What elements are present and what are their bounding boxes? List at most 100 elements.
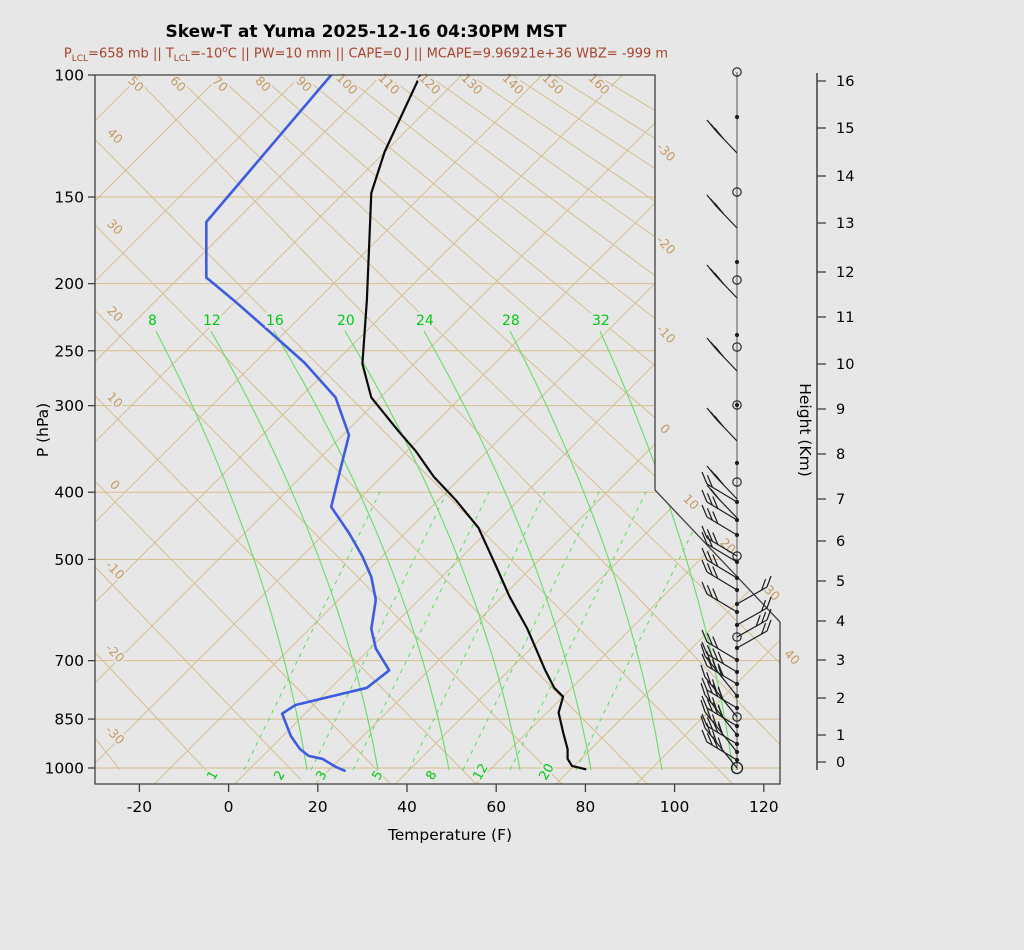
station-circle	[732, 400, 742, 410]
wind-barb	[701, 504, 738, 536]
chart-subtitle: PLCL=658 mb || TLCL=-10oC || PW=10 mm ||…	[64, 45, 668, 64]
station-dot	[734, 723, 740, 729]
station-dot	[734, 741, 740, 747]
svg-text:8: 8	[148, 313, 157, 329]
svg-text:100: 100	[333, 70, 361, 98]
wind-barb	[701, 559, 738, 591]
subtitle-part: LCL	[173, 53, 191, 64]
svg-text:20: 20	[536, 761, 557, 783]
station-dot	[734, 693, 740, 699]
svg-text:28: 28	[502, 313, 520, 329]
moist-adiabat-labels: 8 12 16 20 24 28 32	[146, 311, 613, 332]
wind-barb	[736, 575, 772, 605]
station-dot	[734, 732, 740, 738]
station-circle	[732, 275, 742, 285]
svg-text:-20: -20	[103, 640, 128, 665]
svg-text:Height (Km): Height (Km)	[796, 383, 814, 477]
station-dot	[734, 402, 740, 408]
station-dot	[734, 575, 740, 581]
svg-text:850: 850	[54, 711, 84, 729]
svg-text:160: 160	[585, 70, 613, 98]
svg-text:1: 1	[836, 728, 845, 744]
station-circle	[732, 187, 742, 197]
svg-text:10: 10	[680, 491, 702, 513]
svg-text:5: 5	[836, 574, 845, 590]
temperature-axis: -20 0 20 40 60 80 100 120 Temperature (F)	[127, 784, 779, 844]
mixing-ratio-labels: 1 2 3 5 8 12 20	[202, 759, 559, 785]
subtitle-part: =658 mb || T	[88, 46, 174, 62]
svg-text:40: 40	[104, 125, 126, 147]
wind-barb	[736, 608, 772, 638]
wind-barb	[706, 337, 738, 372]
svg-text:20: 20	[104, 303, 126, 325]
wind-barb	[706, 407, 738, 442]
svg-text:1: 1	[204, 768, 221, 783]
wind-barb	[700, 715, 738, 769]
wind-barb	[701, 489, 738, 521]
svg-text:-30: -30	[654, 139, 679, 164]
wind-barbs	[700, 67, 772, 775]
wind-barb	[736, 619, 772, 649]
station-dot	[734, 669, 740, 675]
svg-text:700: 700	[54, 652, 84, 670]
svg-text:1000: 1000	[45, 760, 84, 778]
svg-text:40: 40	[781, 646, 803, 668]
subtitle-part: P	[63, 46, 72, 62]
plot-area	[95, 75, 780, 784]
station-dot	[734, 749, 740, 755]
svg-text:120: 120	[416, 70, 444, 98]
svg-text:40: 40	[397, 798, 417, 816]
svg-text:0: 0	[107, 477, 123, 493]
svg-text:2: 2	[271, 768, 288, 783]
svg-text:140: 140	[499, 70, 527, 98]
svg-text:13: 13	[836, 216, 854, 232]
station-dot	[734, 601, 740, 607]
svg-text:2: 2	[836, 691, 845, 707]
wind-barb	[700, 664, 738, 718]
station-dot	[734, 332, 740, 338]
station-dot	[734, 559, 740, 565]
svg-text:-20: -20	[654, 232, 679, 257]
wind-barb	[736, 596, 772, 626]
station-dot	[734, 681, 740, 687]
wind-barb	[706, 194, 738, 229]
svg-text:6: 6	[836, 534, 845, 550]
svg-text:3: 3	[836, 653, 845, 669]
svg-text:-20: -20	[127, 798, 152, 816]
svg-text:250: 250	[54, 342, 84, 360]
wind-barb	[706, 484, 738, 519]
subtitle-part: o	[222, 45, 228, 55]
station-dot	[734, 114, 740, 120]
svg-text:8: 8	[836, 447, 845, 463]
station-dot	[734, 259, 740, 265]
svg-text:0: 0	[836, 755, 845, 771]
svg-text:100: 100	[54, 67, 84, 85]
svg-text:8: 8	[423, 768, 440, 783]
station-circle	[732, 342, 742, 352]
svg-text:-30: -30	[103, 722, 128, 747]
station-dot	[734, 622, 740, 628]
wind-barb	[701, 581, 738, 613]
svg-text:12: 12	[836, 265, 854, 281]
temperature-curve	[361, 75, 587, 771]
station-dot	[734, 609, 740, 615]
station-dot	[734, 705, 740, 711]
svg-text:11: 11	[836, 310, 854, 326]
dewpoint-curve	[205, 75, 391, 773]
svg-text:9: 9	[836, 402, 845, 418]
station-circle	[732, 712, 742, 722]
dry-adiabat-lines	[95, 75, 780, 784]
station-dot	[734, 645, 740, 651]
svg-text:15: 15	[836, 121, 854, 137]
svg-text:24: 24	[416, 313, 434, 329]
surface-station-circle	[730, 761, 744, 775]
wind-barb	[701, 525, 738, 557]
svg-text:16: 16	[836, 74, 854, 90]
svg-text:Temperature (F): Temperature (F)	[387, 826, 512, 844]
svg-text:4: 4	[836, 614, 845, 630]
plot-border	[94, 74, 781, 785]
svg-text:500: 500	[54, 551, 84, 569]
station-dot	[734, 587, 740, 593]
